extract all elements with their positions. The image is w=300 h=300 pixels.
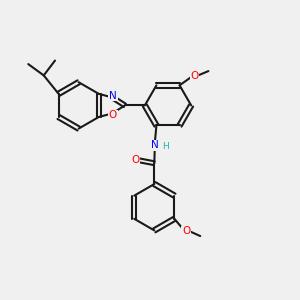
Text: N: N	[109, 91, 117, 101]
Text: O: O	[131, 155, 140, 165]
Text: O: O	[109, 110, 117, 120]
Text: N: N	[151, 140, 159, 150]
Text: O: O	[182, 226, 190, 236]
Text: H: H	[162, 142, 169, 152]
Text: O: O	[190, 70, 199, 80]
